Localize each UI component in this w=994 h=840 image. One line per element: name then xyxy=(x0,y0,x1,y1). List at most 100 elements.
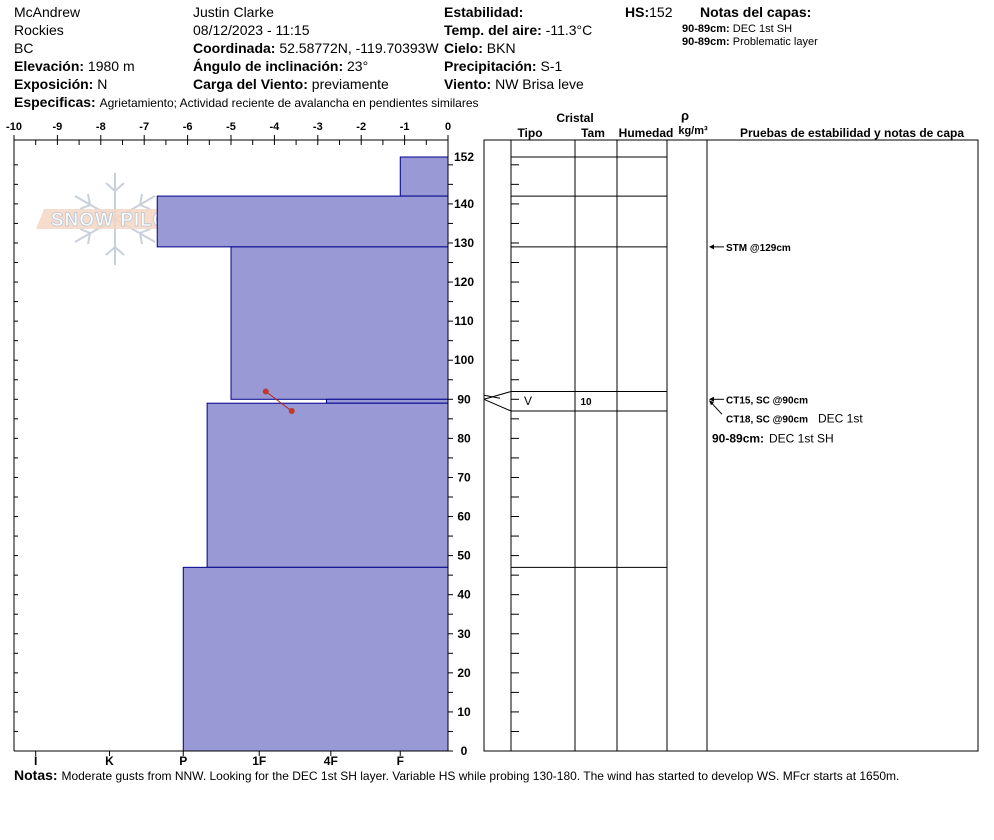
notes-label: Notas: xyxy=(14,767,58,783)
precip-field: Precipitación: S-1 xyxy=(444,58,562,74)
table-frame xyxy=(483,139,979,752)
wind-load-label: Carga del Viento: xyxy=(193,76,308,92)
depth-tick-label: 90 xyxy=(457,392,471,406)
slope-value: 23° xyxy=(347,58,369,74)
layer-note-text: Problematic layer xyxy=(732,36,818,48)
hardness-bar xyxy=(325,398,449,404)
stability-label: Estabilidad: xyxy=(444,4,524,20)
wind-label: Viento: xyxy=(444,76,492,92)
snowpilot-logo: SNOW PILOT xyxy=(36,173,196,265)
slope-label: Ángulo de inclinación: xyxy=(193,58,344,74)
temp-tick-label: -7 xyxy=(139,121,149,133)
air-temp-label: Temp. del aire: xyxy=(444,22,542,38)
layer-note-range: 90-89cm: xyxy=(682,23,730,35)
coordinate-label: Coordinada: xyxy=(193,40,276,56)
crystal-type: V xyxy=(524,394,532,408)
hardness-tick-label: 1F xyxy=(252,754,266,768)
temperature-point xyxy=(288,408,295,415)
hardness-tick-label: P xyxy=(179,754,187,768)
location-name: McAndrew xyxy=(14,4,81,20)
hs-value: 152 xyxy=(649,4,673,20)
hs-label: HS: xyxy=(625,4,650,20)
crystal-table: V 10 xyxy=(483,139,979,752)
depth-tick-label: 130 xyxy=(454,236,474,250)
temp-tick-label: -10 xyxy=(6,121,22,133)
crystal-header: Cristal xyxy=(556,111,593,125)
test-arrow xyxy=(709,244,714,250)
layer-note-text: DEC 1st SH xyxy=(732,23,793,35)
hardness-axes: -10 -9 -8 -7 -6 -5 -4 -3 -2 -1 0010203040506070809… xyxy=(6,121,474,768)
temp-tick-label: -9 xyxy=(53,121,63,133)
specifics-value: Agrietamiento; Actividad reciente de ava… xyxy=(99,96,479,110)
row-connector xyxy=(483,398,512,412)
depth-tick-label: 0 xyxy=(461,744,468,758)
test-arrow xyxy=(709,396,714,402)
hardness-bar xyxy=(230,246,449,400)
specifics-label: Especificas: xyxy=(14,94,96,110)
air-temp-field: Temp. del aire: -11.3°C xyxy=(444,22,592,38)
temperature-point xyxy=(262,388,269,395)
depth-tick-label: 10 xyxy=(457,705,471,719)
depth-tick-label: 80 xyxy=(457,431,471,445)
hardness-tick-label: F xyxy=(397,754,404,768)
type-header: Tipo xyxy=(517,126,542,140)
tests-header: Pruebas de estabilidad y notas de capa xyxy=(740,126,964,140)
size-header: Tam xyxy=(581,126,605,140)
precip-value: S-1 xyxy=(540,58,563,74)
hardness-tick-label: K xyxy=(105,754,114,768)
layer-note-1: 90-89cm: DEC 1st SH xyxy=(682,23,792,36)
test-label: CT15, SC @90cm xyxy=(726,395,808,406)
row-connector xyxy=(483,394,501,399)
hardness-bar xyxy=(182,566,449,752)
range-name: Rockies xyxy=(14,22,64,38)
depth-tick-label: 20 xyxy=(457,666,471,680)
sky-value: BKN xyxy=(486,40,516,56)
notes-field: Notas: Moderate gusts from NNW. Looking … xyxy=(14,767,899,784)
elevation-value: 1980 m xyxy=(87,58,135,74)
layer-note-2: 90-89cm: Problematic layer xyxy=(682,36,818,49)
density-unit-header: kg/m³ xyxy=(678,125,708,137)
province-name: BC xyxy=(14,40,34,56)
observer-name: Justin Clarke xyxy=(193,4,274,20)
temp-tick-label: -3 xyxy=(313,121,323,133)
logo-text: SNOW PILOT xyxy=(51,210,181,231)
depth-tick-label: 100 xyxy=(454,353,474,367)
depth-tick-label: 40 xyxy=(457,588,471,602)
sky-field: Cielo: BKN xyxy=(444,40,516,56)
test-label: STM @129cm xyxy=(726,243,791,254)
stability-tests: STM @129cm CT15, SC @90cm CT18, SC @90cm DE… xyxy=(709,243,863,445)
layer-note-range: 90-89cm: xyxy=(682,36,730,48)
temp-tick-label: -5 xyxy=(226,121,236,133)
hardness-bar xyxy=(399,156,449,197)
depth-tick-label: 60 xyxy=(457,510,471,524)
aspect-field: Exposición: N xyxy=(14,76,107,92)
precip-label: Precipitación: xyxy=(444,58,537,74)
sky-label: Cielo: xyxy=(444,40,483,56)
observation-datetime: 08/12/2023 - 11:15 xyxy=(193,22,310,38)
rho-header: ρ xyxy=(681,108,689,123)
coordinate-field: Coordinada: 52.58772N, -119.70393W xyxy=(193,40,439,56)
hardness-tick-label: 4F xyxy=(324,754,338,768)
temp-tick-label: 0 xyxy=(445,121,451,133)
hs-field: HS:152 xyxy=(625,4,672,20)
moisture-header: Humedad xyxy=(619,126,674,140)
hardness-bar xyxy=(156,195,449,248)
coordinate-value: 52.58772N, -119.70393W xyxy=(279,40,439,56)
aspect-value: N xyxy=(97,76,108,92)
temp-tick-label: -8 xyxy=(96,121,106,133)
row-connector xyxy=(483,390,512,400)
aspect-label: Exposición: xyxy=(14,76,94,92)
hardness-tick-label: I xyxy=(34,754,37,768)
temp-tick-label: -2 xyxy=(356,121,366,133)
test-note: DEC 1st xyxy=(818,411,863,425)
wind-load-field: Carga del Viento: previamente xyxy=(193,76,389,92)
chart-layer-note-range: 90-89cm: xyxy=(712,431,764,445)
air-temp-value: -11.3°C xyxy=(545,22,593,38)
wind-field: Viento: NW Brisa leve xyxy=(444,76,584,92)
temp-tick-label: -1 xyxy=(400,121,410,133)
specifics-field: Especificas: Agrietamiento; Actividad re… xyxy=(14,94,479,111)
temp-tick-label: -6 xyxy=(183,121,193,133)
depth-tick-label: 120 xyxy=(454,275,474,289)
elevation-field: Elevación: 1980 m xyxy=(14,58,135,74)
